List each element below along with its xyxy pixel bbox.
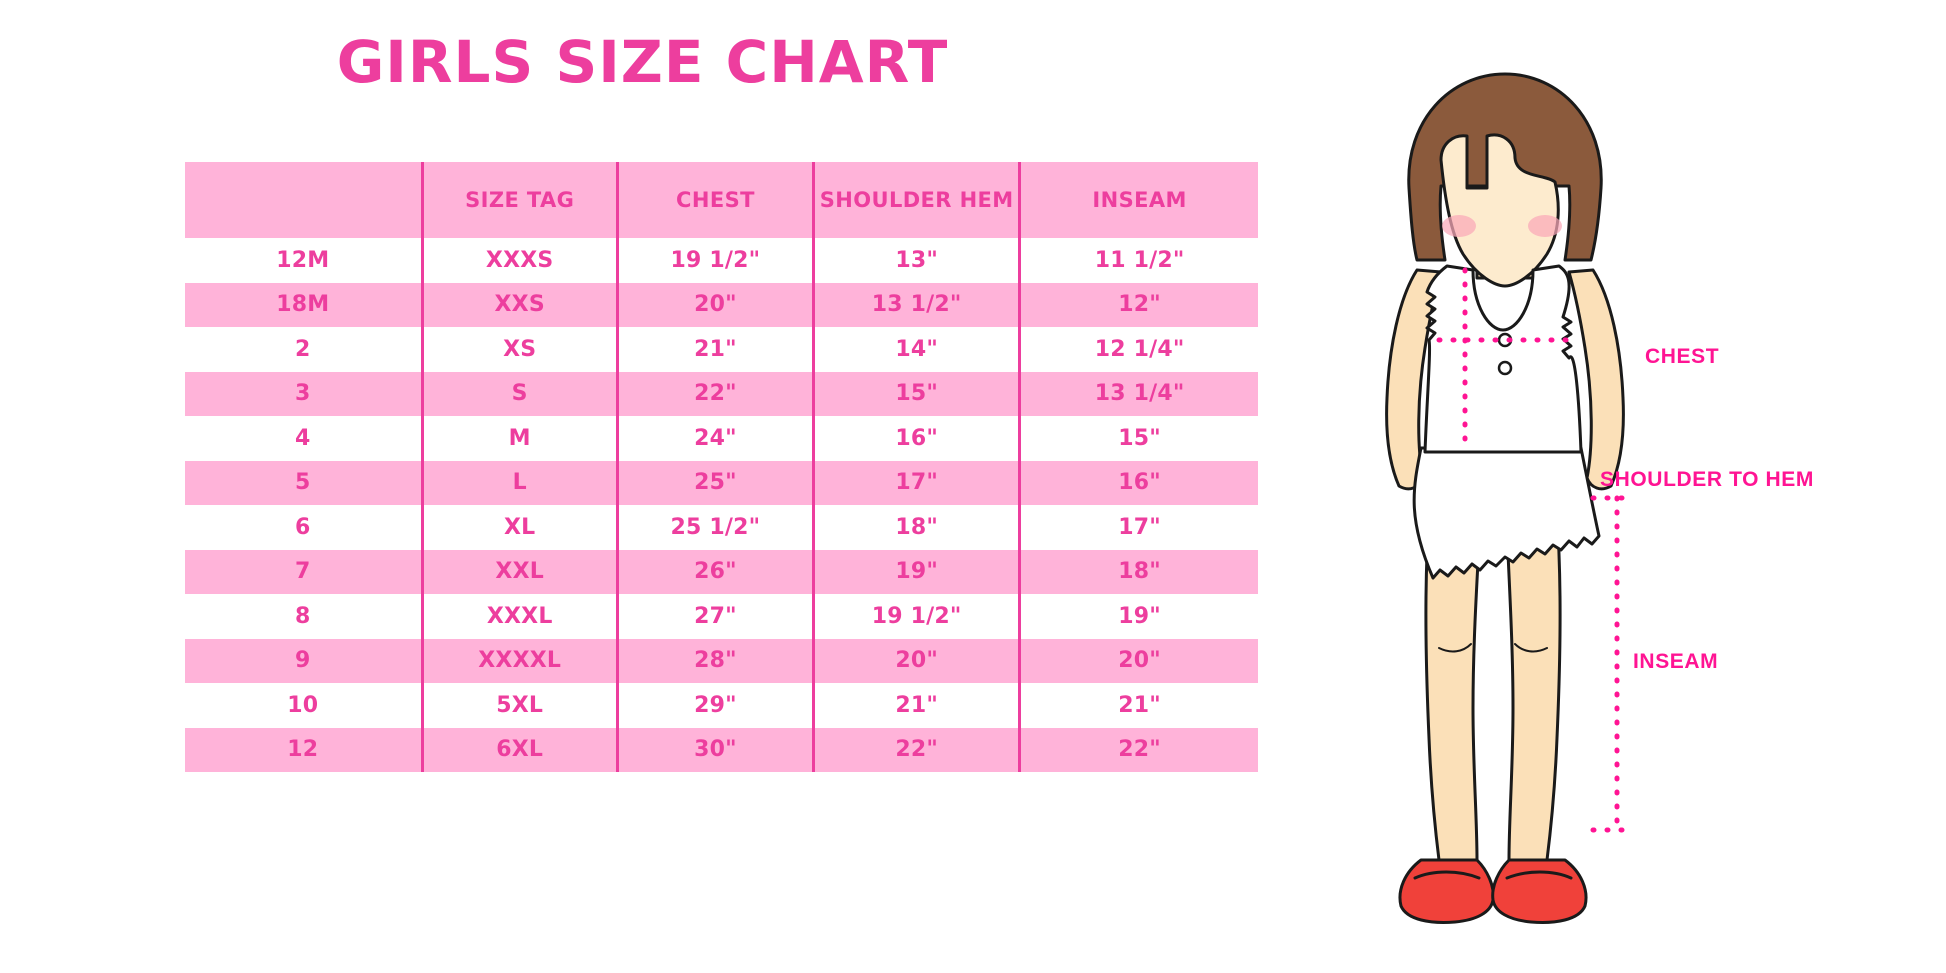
cell-shoulder-hem: 13 1/2" <box>812 282 1020 327</box>
cell-inseam: 16" <box>1018 460 1258 505</box>
cell-size: 18M <box>185 282 423 327</box>
table-row: 2 XS 21" 14" 12 1/4" <box>185 327 1258 372</box>
cell-inseam: 21" <box>1018 683 1258 728</box>
table-row: 9 XXXXL 28" 20" 20" <box>185 638 1258 683</box>
table-row: 12M XXXS 19 1/2" 13" 11 1/2" <box>185 238 1258 283</box>
cell-shoulder-hem: 19 1/2" <box>812 594 1020 639</box>
cell-size: 9 <box>185 638 423 683</box>
table-row: 10 5XL 29" 21" 21" <box>185 683 1258 728</box>
cell-inseam: 11 1/2" <box>1018 238 1258 283</box>
girl-figure-illustration <box>1355 48 1675 928</box>
cell-chest: 28" <box>615 638 814 683</box>
cell-inseam: 12 1/4" <box>1018 327 1258 372</box>
cell-size: 8 <box>185 594 423 639</box>
cell-chest: 26" <box>615 549 814 594</box>
cell-inseam: 12" <box>1018 282 1258 327</box>
label-chest: CHEST <box>1645 345 1720 368</box>
cell-inseam: 20" <box>1018 638 1258 683</box>
cell-inseam: 22" <box>1018 727 1258 772</box>
label-shoulder-to-hem: SHOULDER TO HEM <box>1600 468 1814 491</box>
table-row: 4 M 24" 16" 15" <box>185 416 1258 461</box>
cell-shoulder-hem: 14" <box>812 327 1020 372</box>
column-header-inseam: INSEAM <box>1018 162 1258 238</box>
cell-size: 12 <box>185 727 423 772</box>
cell-size-tag: 6XL <box>420 727 618 772</box>
table-row: 3 S 22" 15" 13 1/4" <box>185 371 1258 416</box>
cell-size-tag: XXXS <box>420 238 618 283</box>
table-row: 5 L 25" 17" 16" <box>185 460 1258 505</box>
column-header-size <box>185 162 423 238</box>
cell-shoulder-hem: 16" <box>812 416 1020 461</box>
cell-shoulder-hem: 22" <box>812 727 1020 772</box>
cell-size: 3 <box>185 371 423 416</box>
label-inseam: INSEAM <box>1633 650 1719 673</box>
cell-size-tag: L <box>420 460 618 505</box>
size-table: SIZE TAG CHEST SHOULDER HEM INSEAM 12M XX… <box>185 162 1258 772</box>
cell-chest: 24" <box>615 416 814 461</box>
column-header-shoulder-hem: SHOULDER HEM <box>812 162 1020 238</box>
cell-size: 10 <box>185 683 423 728</box>
cell-size-tag: XL <box>420 505 618 550</box>
table-header: SIZE TAG CHEST SHOULDER HEM INSEAM <box>185 162 1258 238</box>
cell-shoulder-hem: 19" <box>812 549 1020 594</box>
cell-chest: 30" <box>615 727 814 772</box>
cell-size-tag: 5XL <box>420 683 618 728</box>
cell-chest: 29" <box>615 683 814 728</box>
cell-inseam: 19" <box>1018 594 1258 639</box>
cell-shoulder-hem: 15" <box>812 371 1020 416</box>
cell-chest: 19 1/2" <box>615 238 814 283</box>
cell-size: 12M <box>185 238 423 283</box>
cell-size: 2 <box>185 327 423 372</box>
cell-size-tag: S <box>420 371 618 416</box>
table-row: 18M XXS 20" 13 1/2" 12" <box>185 282 1258 327</box>
cell-size: 5 <box>185 460 423 505</box>
cell-inseam: 13 1/4" <box>1018 371 1258 416</box>
cell-size-tag: XXXL <box>420 594 618 639</box>
cell-chest: 25 1/2" <box>615 505 814 550</box>
table-body: 12M XXXS 19 1/2" 13" 11 1/2" 18M XXS 20" 13 1/2"… <box>185 238 1258 772</box>
cell-size: 4 <box>185 416 423 461</box>
cell-size: 6 <box>185 505 423 550</box>
cell-size-tag: XS <box>420 327 618 372</box>
cell-inseam: 15" <box>1018 416 1258 461</box>
cell-size: 7 <box>185 549 423 594</box>
table-row: 12 6XL 30" 22" 22" <box>185 727 1258 772</box>
cell-size-tag: XXXXL <box>420 638 618 683</box>
cell-chest: 22" <box>615 371 814 416</box>
table-row: 7 XXL 26" 19" 18" <box>185 549 1258 594</box>
cell-inseam: 17" <box>1018 505 1258 550</box>
cell-chest: 25" <box>615 460 814 505</box>
column-header-size-tag: SIZE TAG <box>420 162 618 238</box>
cell-inseam: 18" <box>1018 549 1258 594</box>
cell-chest: 27" <box>615 594 814 639</box>
cell-size-tag: M <box>420 416 618 461</box>
column-header-chest: CHEST <box>615 162 814 238</box>
table-header-row: SIZE TAG CHEST SHOULDER HEM INSEAM <box>185 162 1258 238</box>
cell-shoulder-hem: 18" <box>812 505 1020 550</box>
cell-shoulder-hem: 17" <box>812 460 1020 505</box>
page-title: GIRLS SIZE CHART <box>336 28 949 96</box>
table-row: 6 XL 25 1/2" 18" 17" <box>185 505 1258 550</box>
cell-shoulder-hem: 20" <box>812 638 1020 683</box>
cell-shoulder-hem: 21" <box>812 683 1020 728</box>
cell-chest: 20" <box>615 282 814 327</box>
table-row: 8 XXXL 27" 19 1/2" 19" <box>185 594 1258 639</box>
cell-shoulder-hem: 13" <box>812 238 1020 283</box>
cell-chest: 21" <box>615 327 814 372</box>
cell-size-tag: XXL <box>420 549 618 594</box>
cell-size-tag: XXS <box>420 282 618 327</box>
size-table-container: SIZE TAG CHEST SHOULDER HEM INSEAM 12M XX… <box>185 162 1258 772</box>
